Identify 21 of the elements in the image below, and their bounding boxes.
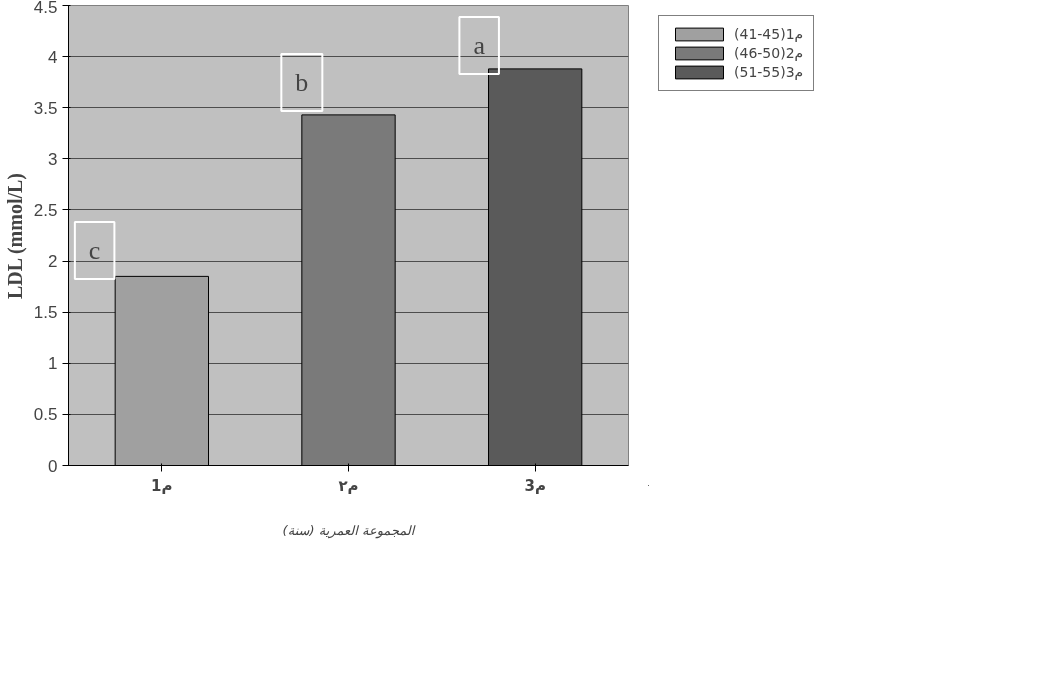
annotation: a bbox=[473, 31, 486, 60]
x-tick-label: م3 bbox=[524, 476, 546, 495]
x-tick-label: م1 bbox=[151, 476, 173, 495]
annotation: c bbox=[88, 236, 101, 265]
y-tick-label: 0 bbox=[48, 456, 58, 476]
y-tick-label: 4.5 bbox=[33, 0, 58, 17]
y-tick-label: 3 bbox=[48, 149, 58, 169]
y-tick-label: 1 bbox=[48, 354, 58, 374]
x-axis-title: المجموعة العمرية (سنة) bbox=[282, 522, 416, 539]
legend-label: م3(55-51) bbox=[734, 64, 804, 80]
x-tick-label: م٢ bbox=[338, 476, 359, 495]
y-tick-label: 4 bbox=[48, 47, 58, 67]
y-tick-label: 1.5 bbox=[33, 303, 58, 323]
legend-label: م1(45-41) bbox=[734, 26, 804, 42]
y-tick-label: 2.5 bbox=[33, 200, 58, 220]
legend-label: م2(50-46) bbox=[734, 45, 804, 61]
y-tick-label: 0.5 bbox=[33, 405, 58, 425]
y-tick-label: 3.5 bbox=[33, 98, 58, 118]
y-axis-title: LDL (mmol/L) bbox=[3, 172, 27, 300]
y-tick-label: 2 bbox=[48, 252, 58, 272]
annotation: b bbox=[295, 68, 309, 97]
